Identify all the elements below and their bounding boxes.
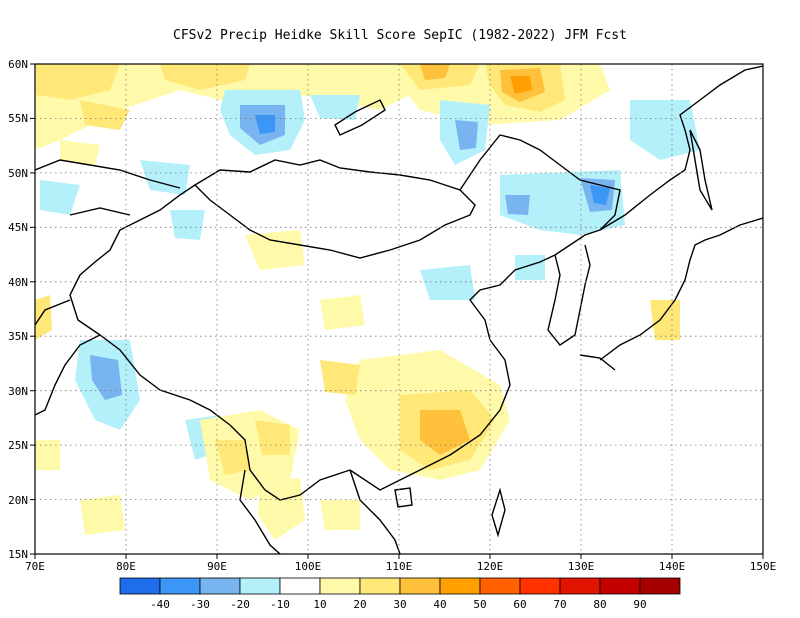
legend-label: 50: [473, 598, 486, 611]
legend-swatch: [279, 577, 321, 595]
graticule: [35, 64, 763, 554]
legend-swatch: [639, 577, 681, 595]
legend-swatch: [559, 577, 601, 595]
legend-swatch: [519, 577, 561, 595]
lon-label: 80E: [116, 560, 136, 573]
longitude-labels: 70E 80E 90E 100E 110E 120E 130E 140E 150…: [25, 560, 776, 573]
legend-label: 20: [353, 598, 366, 611]
lat-label: 35N: [8, 330, 28, 343]
lat-label: 25N: [8, 439, 28, 452]
legend-label: -30: [190, 598, 210, 611]
lat-label: 40N: [8, 276, 28, 289]
lon-label: 120E: [477, 560, 504, 573]
lat-label: 20N: [8, 494, 28, 507]
lon-label: 90E: [207, 560, 227, 573]
lon-label: 140E: [659, 560, 686, 573]
legend-swatch: [479, 577, 521, 595]
map-title: CFSv2 Precip Heidke Skill Score SepIC (1…: [173, 28, 627, 43]
legend-swatch: [159, 577, 201, 595]
lon-label: 100E: [295, 560, 322, 573]
lon-label: 110E: [386, 560, 413, 573]
lat-label: 15N: [8, 548, 28, 561]
legend-swatch: [119, 577, 161, 595]
legend-swatch: [239, 577, 281, 595]
legend-label: 90: [633, 598, 646, 611]
legend-label: 70: [553, 598, 566, 611]
legend-label: 60: [513, 598, 526, 611]
legend-swatch: [319, 577, 361, 595]
coastlines: [35, 65, 763, 554]
lon-label: 70E: [25, 560, 45, 573]
lat-label: 45N: [8, 221, 28, 234]
legend-labels: -40 -30 -20 -10 10 20 30 40 50 60 70 80 …: [150, 598, 647, 611]
legend-label: 40: [433, 598, 446, 611]
axis-ticks: [30, 63, 764, 559]
lat-label: 30N: [8, 385, 28, 398]
color-legend: [119, 577, 681, 595]
lat-label: 50N: [8, 167, 28, 180]
legend-swatch: [359, 577, 401, 595]
legend-label: 10: [313, 598, 326, 611]
lon-label: 150E: [750, 560, 777, 573]
legend-label: 80: [593, 598, 606, 611]
legend-swatch: [399, 577, 441, 595]
lat-label: 55N: [8, 112, 28, 125]
lat-label: 60N: [8, 58, 28, 71]
legend-swatch: [199, 577, 241, 595]
legend-label: -40: [150, 598, 170, 611]
latitude-labels: 60N 55N 50N 45N 40N 35N 30N 25N 20N 15N: [8, 58, 28, 561]
legend-swatch: [439, 577, 481, 595]
legend-label: -20: [230, 598, 250, 611]
legend-label: -10: [270, 598, 290, 611]
legend-label: 30: [393, 598, 406, 611]
lon-label: 130E: [568, 560, 595, 573]
legend-swatch: [599, 577, 641, 595]
